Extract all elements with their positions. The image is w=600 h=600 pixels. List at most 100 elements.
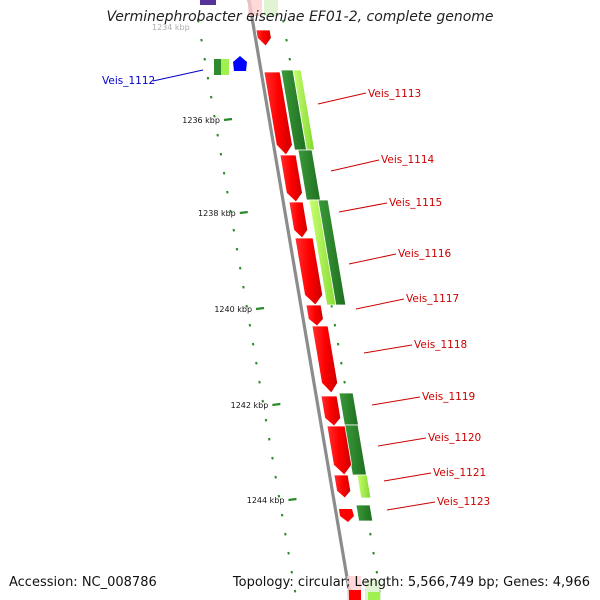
scale-dot [222,171,226,175]
tick-label: 1240 kbp [214,305,252,314]
scale-dot [287,551,290,555]
scale-dot [216,133,219,137]
track-dot [375,570,379,574]
track-dot [282,19,285,23]
green-gene [355,504,374,522]
genome-title: Verminephrobacter eiseniae EF01-2, compl… [106,9,494,25]
gene-leader-line [386,501,436,511]
scale-dot [255,361,258,365]
gene-leader-line [330,159,380,172]
faded-tick-label: 1234 kbp [152,23,190,32]
blue-gene-veis-1112 [233,56,247,71]
green-gene [338,392,359,426]
gene-label-veis-1119: Veis_1119 [422,391,475,403]
major-tick [288,497,297,502]
scale-dot [235,247,239,251]
scale-dot [277,494,281,498]
scale-dot [200,38,203,42]
gene-label-veis-1117: Veis_1117 [406,293,459,305]
scale-dot [206,76,210,80]
gene-label-veis-1114: Veis_1114 [381,154,435,166]
lightgreen-gene [356,474,372,499]
scale-dot [245,304,248,308]
lightgreen-gene [292,69,316,151]
scale-dot [203,57,207,61]
scale-dot [226,190,229,194]
red-gene-veis-1121 [333,474,352,499]
scale-dot [290,570,294,574]
green-gene-small [214,59,221,75]
gene-label-veis-1116: Veis_1116 [398,248,452,260]
track-dot [369,532,372,536]
major-tick [239,210,248,215]
scale-dot [213,114,216,118]
gene-leader-line [371,396,421,406]
scale-dot [251,342,255,346]
red-gene-veis-1113 [263,71,293,156]
red-gene-top [255,29,272,47]
gene-leader-line [152,69,204,82]
gene-leader-line [355,298,405,310]
gene-leader-line [363,344,413,354]
track-dot [333,323,337,327]
gene-label-veis-1121: Veis_1121 [433,467,486,479]
scale-dot [293,589,297,593]
tick-label: 1244 kbp [247,496,285,505]
scale-dot [197,19,200,23]
gene-leader-line [383,472,432,482]
scale-dot [274,475,277,479]
gene-label-veis-1115: Veis_1115 [389,197,442,209]
faded-green-gene-top [264,0,278,16]
green-gene [317,199,347,306]
lightgreen-gene-bottom [368,592,380,600]
gene-features [200,0,381,600]
genome-summary-text: Topology: circular; Length: 5,566,749 bp… [232,575,590,590]
gene-leader-line [338,202,388,213]
backbone-line [247,0,353,600]
gene-label-veis-1118: Veis_1118 [414,339,467,351]
scale-dot [209,95,213,99]
scale-dot [258,380,261,384]
scale-dot [264,418,268,422]
red-gene-bottom [349,590,361,600]
track-dot [288,57,292,61]
gene-label-veis-1112: Veis_1112 [102,75,155,87]
gene-leader-line [317,92,367,105]
scale-dot [229,209,232,213]
scale-dot [280,513,284,517]
scale-dot [242,285,245,289]
red-gene-veis-1120 [326,425,353,476]
red-gene-veis-1118 [311,325,339,394]
lightgreen-gene-small [221,59,229,75]
gene-label-veis-1113: Veis_1113 [368,88,421,100]
track-dot [340,361,343,365]
accession-text: Accession: NC_008786 [9,575,157,590]
tick-label: 1238 kbp [198,209,236,218]
major-tick [223,117,233,122]
red-gene-veis-1123 [339,509,354,522]
major-tick [272,402,281,407]
genome-backbone [247,0,353,600]
track-dot [285,38,288,42]
scale-dot [267,437,271,441]
scale-dot [232,228,236,232]
red-gene-veis-1119 [320,395,342,427]
gene-labels: Veis_1112 Veis_1113 Veis_1114 Veis_1115 Veis… [102,69,490,511]
gene-leader-line [348,253,397,265]
red-gene-veis-1114 [279,154,303,203]
red-gene-veis-1116 [294,237,324,306]
scale-dot [219,152,223,156]
scale-dot [271,456,274,460]
tick-label: 1242 kbp [231,401,269,410]
gene-leader-line [377,437,427,447]
gene-label-veis-1123: Veis_1123 [437,496,490,508]
track-dot [343,380,346,384]
red-gene-veis-1115 [288,201,309,239]
major-tick [255,306,265,311]
scale-dot [238,266,242,270]
faded-red-gene-top [248,0,262,16]
scale-dot [261,399,265,403]
scale-dot [284,532,287,536]
